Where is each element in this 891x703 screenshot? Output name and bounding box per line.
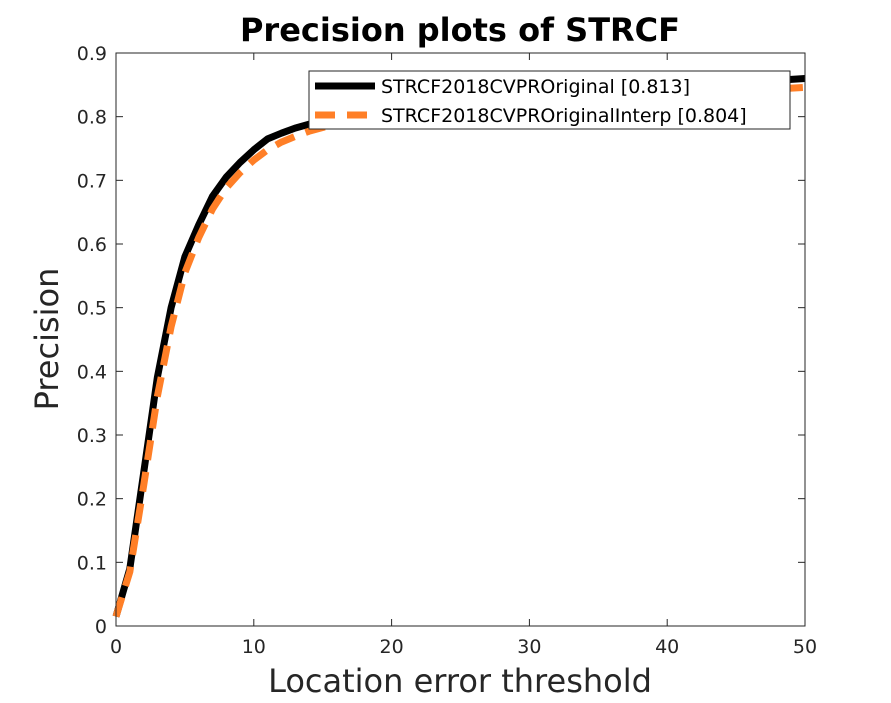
legend-label-2: STRCF2018CVPROriginalInterp [0.804] [381, 105, 747, 127]
legend: STRCF2018CVPROriginal [0.813] STRCF2018CV… [308, 70, 791, 130]
x-tick-label: 20 [380, 636, 404, 658]
y-tick-label: 0.6 [77, 234, 107, 256]
legend-label-1: STRCF2018CVPROriginal [0.813] [381, 76, 690, 98]
ticks-layer: 0 10 20 30 40 50 0 0.1 0.2 0.3 0.4 0.5 0.6 0.7 0.8 0.9 [77, 43, 817, 658]
y-tick-label: 0.3 [77, 425, 107, 447]
x-tick-label: 40 [655, 636, 679, 658]
y-tick-label: 0.1 [77, 552, 107, 574]
y-tick-label: 0.4 [77, 361, 107, 383]
plot-frame [115, 52, 806, 627]
y-tick-label: 0.9 [77, 43, 107, 65]
x-tick-label: 10 [242, 636, 266, 658]
plot-background [116, 53, 805, 626]
y-tick-label: 0 [95, 616, 107, 638]
x-tick-label: 30 [517, 636, 541, 658]
y-tick-label: 0.5 [77, 298, 107, 320]
x-tick-label: 50 [793, 636, 817, 658]
chart-title: Precision plots of STRCF [240, 11, 680, 49]
y-tick-label: 0.8 [77, 107, 107, 129]
y-tick-label: 0.7 [77, 170, 107, 192]
legend-box [308, 70, 791, 130]
x-axis-label: Location error threshold [268, 662, 652, 700]
y-axis-label: Precision [28, 268, 66, 411]
y-tick-label: 0.2 [77, 489, 107, 511]
x-tick-label: 0 [110, 636, 122, 658]
